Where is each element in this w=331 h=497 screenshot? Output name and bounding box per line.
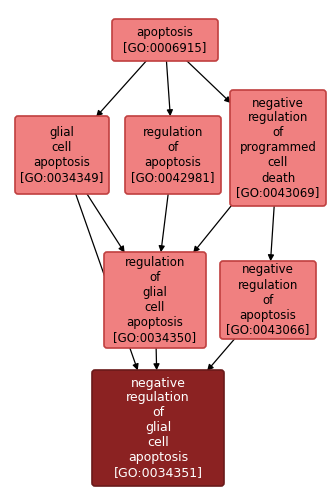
FancyBboxPatch shape	[92, 370, 224, 486]
FancyBboxPatch shape	[220, 261, 316, 339]
Text: negative
regulation
of
programmed
cell
death
[GO:0043069]: negative regulation of programmed cell d…	[236, 96, 320, 199]
FancyBboxPatch shape	[15, 116, 109, 194]
FancyBboxPatch shape	[125, 116, 221, 194]
Text: regulation
of
glial
cell
apoptosis
[GO:0034350]: regulation of glial cell apoptosis [GO:0…	[114, 256, 197, 344]
FancyBboxPatch shape	[230, 90, 326, 206]
Text: negative
regulation
of
apoptosis
[GO:0043066]: negative regulation of apoptosis [GO:004…	[226, 263, 310, 336]
Text: apoptosis
[GO:0006915]: apoptosis [GO:0006915]	[123, 26, 207, 54]
FancyBboxPatch shape	[112, 19, 218, 61]
Text: regulation
of
apoptosis
[GO:0042981]: regulation of apoptosis [GO:0042981]	[131, 126, 215, 184]
FancyBboxPatch shape	[104, 252, 206, 348]
Text: negative
regulation
of
glial
cell
apoptosis
[GO:0034351]: negative regulation of glial cell apopto…	[114, 377, 203, 480]
Text: glial
cell
apoptosis
[GO:0034349]: glial cell apoptosis [GO:0034349]	[20, 126, 104, 184]
